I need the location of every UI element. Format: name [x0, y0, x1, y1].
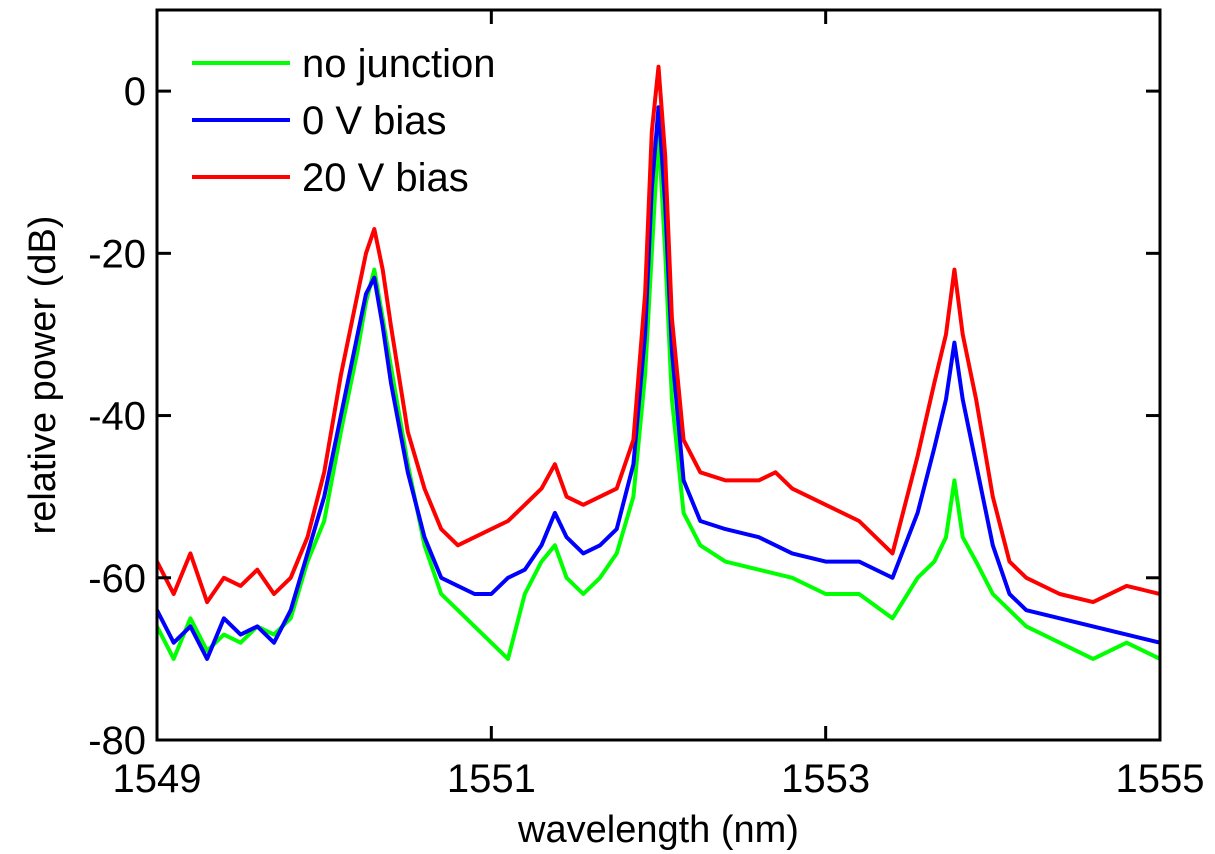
y-tick-label: -20 [88, 232, 146, 276]
series-line-3 [157, 64, 1160, 605]
plot-frame [155, 8, 1162, 742]
series-line-2 [157, 105, 1160, 661]
y-axis-label: relative power (dB) [22, 216, 64, 535]
series-line-1 [157, 129, 1160, 661]
y-tick-label: 0 [124, 70, 146, 114]
x-tick-label: 1549 [113, 757, 202, 801]
x-tick-label: 1553 [781, 757, 870, 801]
legend: no junction 0 V bias 20 V bias [192, 42, 495, 200]
legend-label-2: 0 V bias [302, 99, 447, 143]
series-layer [157, 64, 1160, 661]
y-tick-label: -60 [88, 557, 146, 601]
legend-label-3: 20 V bias [302, 156, 469, 200]
x-tick-label: 1555 [1116, 757, 1205, 801]
y-tick-label: -40 [88, 395, 146, 439]
y-tick-label: -80 [88, 719, 146, 763]
x-tick-label: 1551 [447, 757, 536, 801]
legend-label-1: no junction [302, 42, 495, 86]
ticks-layer: 1549 1551 1553 1555 -80 -60 -40 -20 0 [88, 10, 1204, 801]
x-axis-label: wavelength (nm) [517, 809, 799, 851]
